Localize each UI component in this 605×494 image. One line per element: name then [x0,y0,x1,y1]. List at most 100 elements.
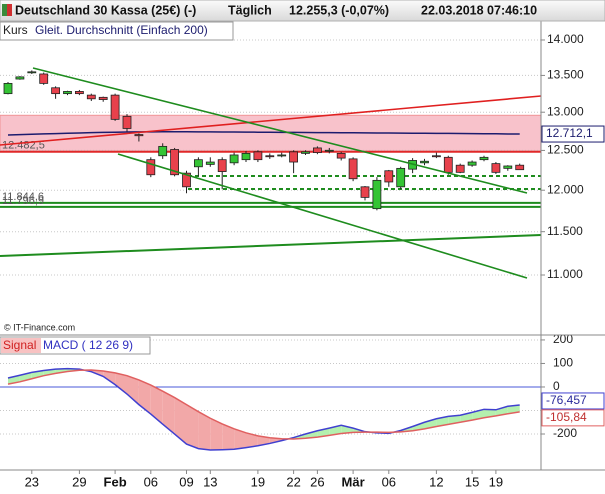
moving-average-line [7,130,520,136]
macd-fill [138,379,151,415]
candle-body [182,172,191,188]
legend-entry: Signal [3,338,36,352]
y-tick-label: -200 [553,426,577,440]
candle-body [515,164,525,171]
macd-fill [186,404,199,449]
candle-body [122,115,132,129]
candle-body [372,179,382,210]
candle-body [205,161,215,165]
candle-body [289,151,299,163]
y-tick-label: 13.500 [547,68,584,82]
macd-fill [305,430,318,439]
macd-fill [341,425,354,434]
candle-body [277,154,287,157]
macd-fill [495,406,508,416]
x-tick-label: 29 [72,474,86,489]
candle-body [420,160,429,164]
candle-body [3,82,13,95]
value-label-box [541,392,605,410]
candle-body [503,165,513,169]
candle-body [241,152,251,161]
candle-body [170,149,180,176]
candle-body [396,167,406,188]
x-tick-label: 06 [144,474,158,489]
header-icon [2,4,7,16]
macd-fill [115,372,127,395]
value-label-box [541,409,605,427]
trend-line [0,95,542,146]
y-tick-label: 12.500 [547,143,584,157]
candle-body [229,154,239,164]
y-tick-label: 11.000 [547,267,583,281]
legend-entry: Gleit. Durchschnitt (Einfach 200) [35,23,208,37]
candle-body [39,73,49,84]
macd-fill [174,397,187,445]
macd-fill [150,385,163,425]
candle-body [27,71,37,74]
x-tick-label: 12 [429,474,443,489]
y-tick-label: 200 [553,332,573,346]
candle-body [336,152,346,159]
signal-line [7,369,520,440]
x-tick-label: 06 [382,474,396,489]
x-tick-label: 19 [489,474,503,489]
macd-fill [162,391,175,435]
candle-body [134,134,144,137]
candle-body [158,145,168,157]
x-tick-label: 09 [179,474,193,489]
value-label-box [541,125,605,143]
header-icon [7,4,12,16]
candle-body [360,186,370,198]
y-tick-label: 13.000 [547,104,584,118]
y-tick-label: 0 [553,379,560,393]
candle-body [431,155,441,158]
candle-body [479,156,489,161]
macd-fill [210,418,223,451]
candle-body [86,94,96,100]
candle-body [15,76,25,80]
x-tick-label: 13 [203,474,217,489]
value-label: 12.712,1 [546,126,593,140]
y-tick-label: 100 [553,356,573,370]
y-tick-label: 14.000 [547,32,584,46]
timestamp: 22.03.2018 07:46:10 [421,3,537,17]
x-tick-label: 19 [251,474,265,489]
y-tick-label: 12.000 [547,182,584,196]
macd-fill [234,428,246,450]
candle-body [312,147,322,154]
macd-panel: -200-1000100200-76,457-105,84 [0,332,605,451]
macd-fill [507,404,520,414]
x-tick-label: Mär [342,474,365,489]
source: © IT-Finance.com [4,322,75,332]
level-label: 11.844,6 [2,191,44,203]
x-tick-label: 15 [465,474,479,489]
candle-body [63,91,72,95]
candle-body [75,91,84,95]
legend-swatch [1,338,41,353]
instrument: Deutschland 30 Kassa (25€) (-) [15,3,196,17]
trend-line [32,67,528,194]
x-tick-label: 23 [25,474,39,489]
candle-body [98,96,108,100]
macd-fill [127,375,139,405]
candle-body [193,159,203,168]
candle-body [384,170,394,183]
macd-fill [222,423,235,450]
x-tick-label: Feb [104,474,127,489]
candle-body [491,163,501,173]
candle-body [217,159,227,172]
candle-body [301,151,310,154]
macd-fill [246,432,258,448]
interval: Täglich [228,3,272,17]
candle-body [265,155,275,158]
level-label: 11.796,9 [2,195,44,207]
candle-body [455,164,465,173]
macd-line [7,367,520,451]
legend-entry: Kurs [3,23,28,37]
x-tick-label: 22 [286,474,300,489]
candle-body [348,158,358,180]
trend-line [0,234,542,257]
header-bar [0,0,605,22]
